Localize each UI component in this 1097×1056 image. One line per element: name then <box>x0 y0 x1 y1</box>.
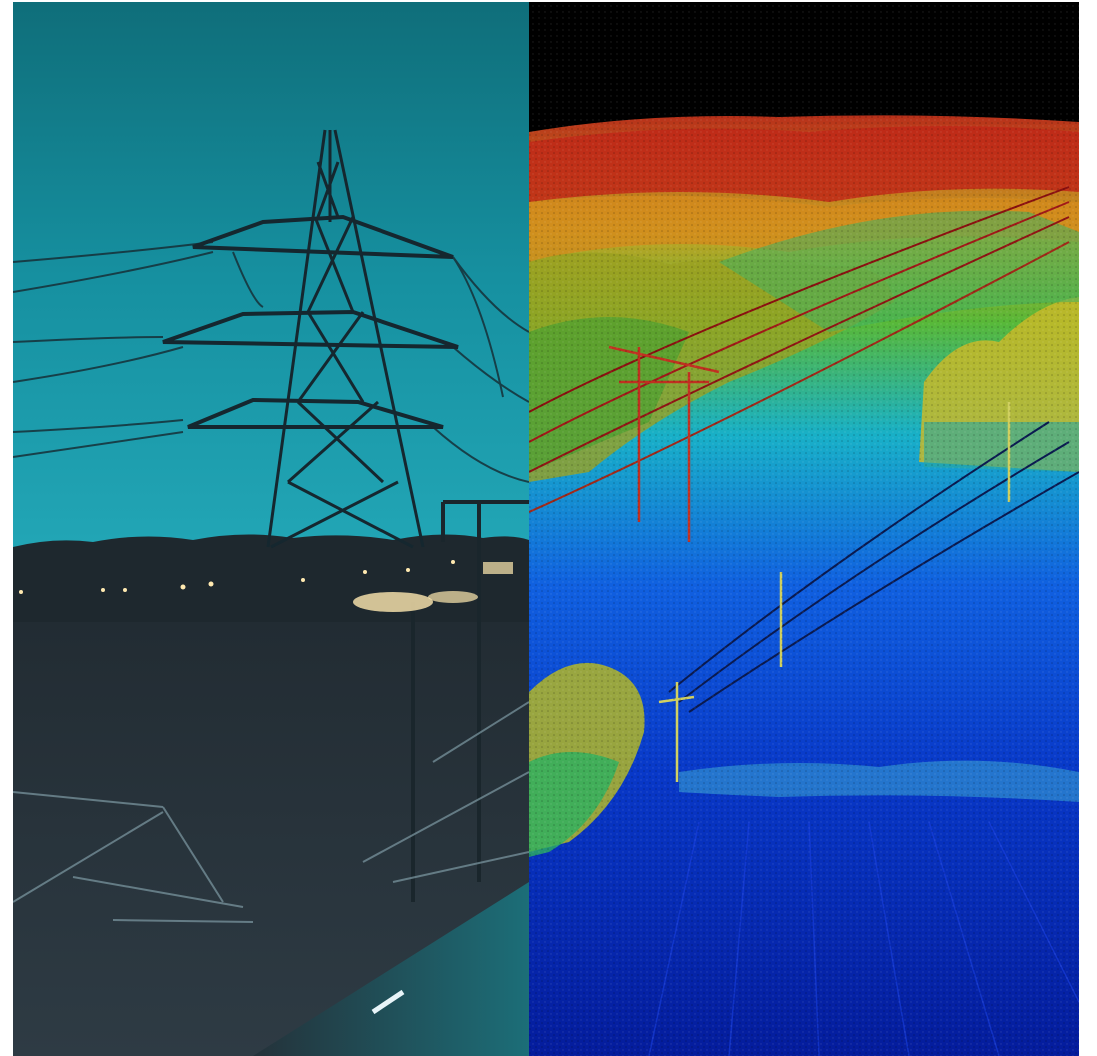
transmission-tower <box>162 129 459 549</box>
sky <box>13 2 529 552</box>
train <box>253 882 529 1056</box>
photo-panel <box>13 2 529 1056</box>
power-lines <box>13 241 529 483</box>
rail-tracks <box>13 701 529 923</box>
train-window-light <box>371 989 405 1015</box>
lidar-panel <box>529 2 1079 1056</box>
treeline <box>13 534 529 642</box>
point-cloud-texture <box>529 2 1079 1056</box>
photo-illustration <box>13 2 529 1056</box>
distant-lights <box>19 560 513 612</box>
gantry <box>411 500 529 902</box>
lidar-illustration <box>529 2 1079 1056</box>
